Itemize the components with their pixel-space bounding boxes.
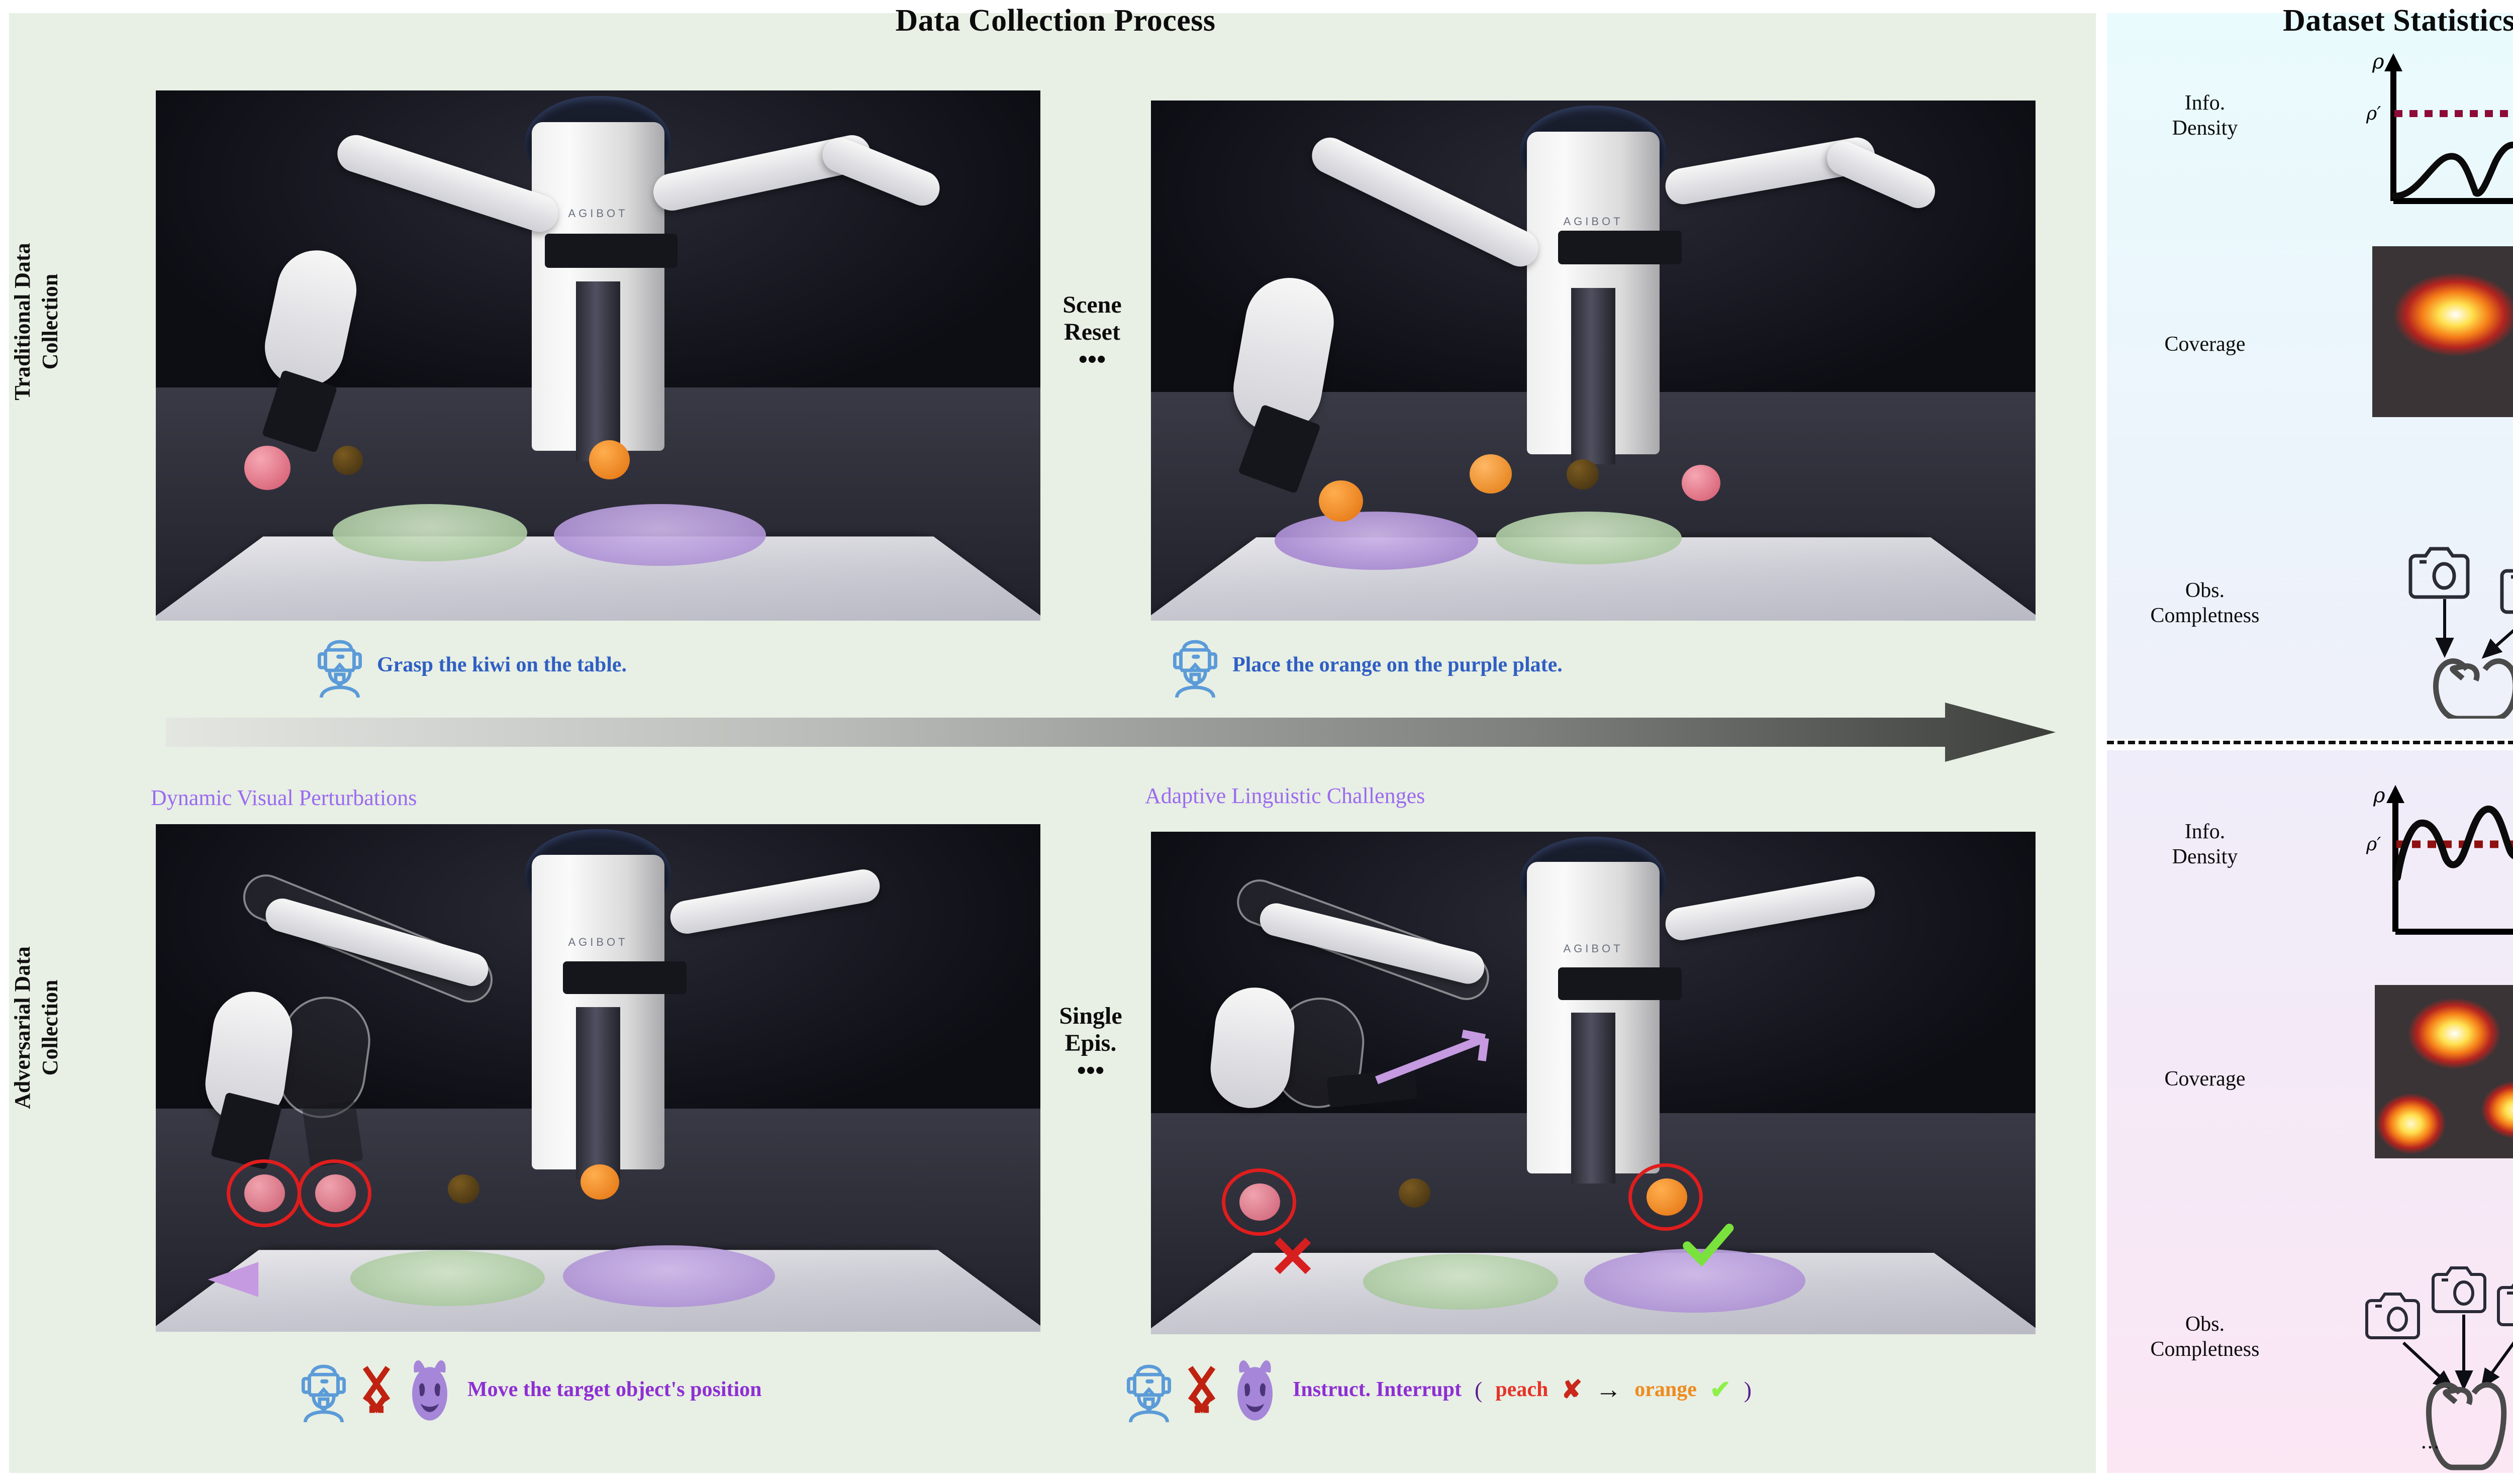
paren-close: ) <box>1744 1376 1752 1403</box>
row-label-traditional: Traditional Data Collection <box>9 136 64 508</box>
devil-face-icon <box>412 1360 447 1421</box>
camera-icon <box>2432 1266 2486 1313</box>
obs-line2: Completness <box>2150 604 2260 628</box>
apple-icon <box>2426 1382 2507 1470</box>
vr-operator-icon <box>317 640 362 698</box>
devil-face-icon <box>1237 1360 1273 1421</box>
target-highlight-ring-icon <box>1221 1168 1296 1236</box>
subheading-dynamic-visual-perturbations: Dynamic Visual Perturbations <box>151 785 417 810</box>
obs-line2: Completness <box>2150 1338 2260 1361</box>
wrong-instruction-word: peach <box>1495 1378 1549 1401</box>
crossed-swords-icon <box>1188 1366 1216 1414</box>
row-label-traditional-line2: Collection <box>38 273 62 370</box>
vr-operator-icon <box>1126 1364 1172 1422</box>
correct-instruction-word: orange <box>1634 1378 1697 1401</box>
target-highlight-ring-icon <box>1628 1163 1703 1231</box>
caption-top-left-text: Grasp the kiwi on the table. <box>377 653 627 676</box>
dataset-statistics-title: Dataset Statistics <box>2283 4 2513 38</box>
single-epis-line1: Single <box>1059 1003 1122 1029</box>
object-move-arrow-icon <box>208 1262 393 1298</box>
single-episode-label: Single Epis. ••• <box>1030 1003 1151 1085</box>
obs-completeness-diagram-adversarial: ... <box>2365 1266 2513 1470</box>
stats-label-info-density-top: Info. Density <box>2122 90 2288 141</box>
section-divider <box>2107 741 2513 744</box>
obs-completeness-diagram-traditional <box>2408 547 2513 719</box>
threshold-label-rho-prime: ρ′ <box>2366 834 2381 855</box>
coverage-label: Coverage <box>2164 1067 2246 1091</box>
paren-open: ( <box>1474 1376 1483 1403</box>
caption-top-right-text: Place the orange on the purple plate. <box>1232 653 1563 676</box>
scene-photo-adversarial-visual: AGIBOT <box>156 824 1040 1332</box>
coverage-heatmap-adversarial <box>2375 985 2513 1158</box>
target-highlight-ring-icon <box>297 1159 372 1227</box>
caption-bottom-left: Move the target object's position <box>300 1357 762 1422</box>
scene-reset-label: Scene Reset ••• <box>1034 291 1150 374</box>
caption-bottom-left-text: Move the target object's position <box>467 1378 762 1401</box>
row-label-adversarial: Adversarial Data Collection <box>9 842 64 1214</box>
subheading-adaptive-linguistic-challenges: Adaptive Linguistic Challenges <box>1145 783 1425 808</box>
stats-label-info-density-bottom: Info. Density <box>2122 819 2288 870</box>
scene-reset-dots: ••• <box>1078 345 1106 374</box>
info-density-line1: Info. <box>2184 91 2226 115</box>
camera-icon <box>2497 1283 2513 1326</box>
camera-icon <box>2408 547 2470 599</box>
stats-label-coverage-top: Coverage <box>2122 332 2288 357</box>
green-check-icon <box>1683 1224 1734 1267</box>
obs-line1: Obs. <box>2185 1313 2225 1336</box>
vr-operator-icon <box>1173 640 1218 698</box>
axis-label-rho: ρ <box>2372 50 2384 73</box>
scene-photo-adversarial-linguistic: AGIBOT <box>1151 832 2036 1334</box>
stats-label-obs-top: Obs. Completness <box>2122 578 2288 629</box>
info-density-curve-traditional <box>2392 141 2513 200</box>
obs-line1: Obs. <box>2185 579 2225 602</box>
camera-icon <box>2365 1293 2420 1339</box>
info-density-chart-adversarial: ρ ρ′ t <box>2366 784 2513 935</box>
caption-bottom-right-prefix: Instruct. Interrupt <box>1293 1378 1462 1401</box>
page-title: Data Collection Process <box>895 4 1216 38</box>
info-density-chart-traditional: ρ ρ′ t <box>2366 50 2513 204</box>
scene-reset-line1: Scene <box>1062 291 1122 318</box>
caption-top-right: Place the orange on the purple plate. <box>1171 632 1563 698</box>
row-label-adversarial-line1: Adversarial Data <box>10 946 35 1109</box>
row-label-adversarial-line2: Collection <box>38 979 62 1076</box>
crossed-swords-icon <box>362 1366 391 1414</box>
info-density-line2: Density <box>2172 117 2238 140</box>
threshold-label-rho-prime: ρ′ <box>2366 104 2381 124</box>
caption-bottom-right: Instruct. Interrupt ( peach ✘ → orange ✔… <box>1125 1357 1752 1422</box>
object-move-arrow-icon <box>1375 1029 1489 1084</box>
camera-icon <box>2500 569 2513 614</box>
info-density-line1: Info. <box>2184 820 2226 843</box>
single-epis-line2: Epis. <box>1065 1029 1117 1056</box>
stats-label-coverage-bottom: Coverage <box>2122 1066 2288 1092</box>
stats-label-obs-bottom: Obs. Completness <box>2122 1312 2288 1362</box>
info-density-line2: Density <box>2172 845 2238 869</box>
scene-photo-traditional-grasp: AGIBOT <box>156 90 1040 621</box>
vr-operator-icon <box>301 1364 346 1422</box>
axis-label-rho: ρ <box>2373 784 2385 807</box>
info-density-curve-adversarial <box>2394 806 2513 881</box>
scene-reset-line2: Reset <box>1064 318 1120 345</box>
apple-icon <box>2433 658 2513 719</box>
process-flow-arrow-icon <box>166 703 2056 762</box>
coverage-label: Coverage <box>2164 333 2246 356</box>
single-epis-dots: ••• <box>1077 1056 1105 1085</box>
red-cross-icon: ✘ <box>1561 1375 1583 1404</box>
target-highlight-ring-icon <box>226 1159 301 1227</box>
transition-arrow-icon: → <box>1595 1375 1622 1404</box>
caption-top-left: Grasp the kiwi on the table. <box>316 632 627 698</box>
green-check-icon: ✔ <box>1709 1375 1731 1404</box>
scene-photo-traditional-place: AGIBOT <box>1151 101 2036 621</box>
camera-ellipsis: ... <box>2421 1430 2440 1453</box>
red-cross-icon <box>1274 1237 1311 1274</box>
coverage-heatmap-traditional <box>2372 246 2513 417</box>
row-label-traditional-line1: Traditional Data <box>10 243 35 401</box>
